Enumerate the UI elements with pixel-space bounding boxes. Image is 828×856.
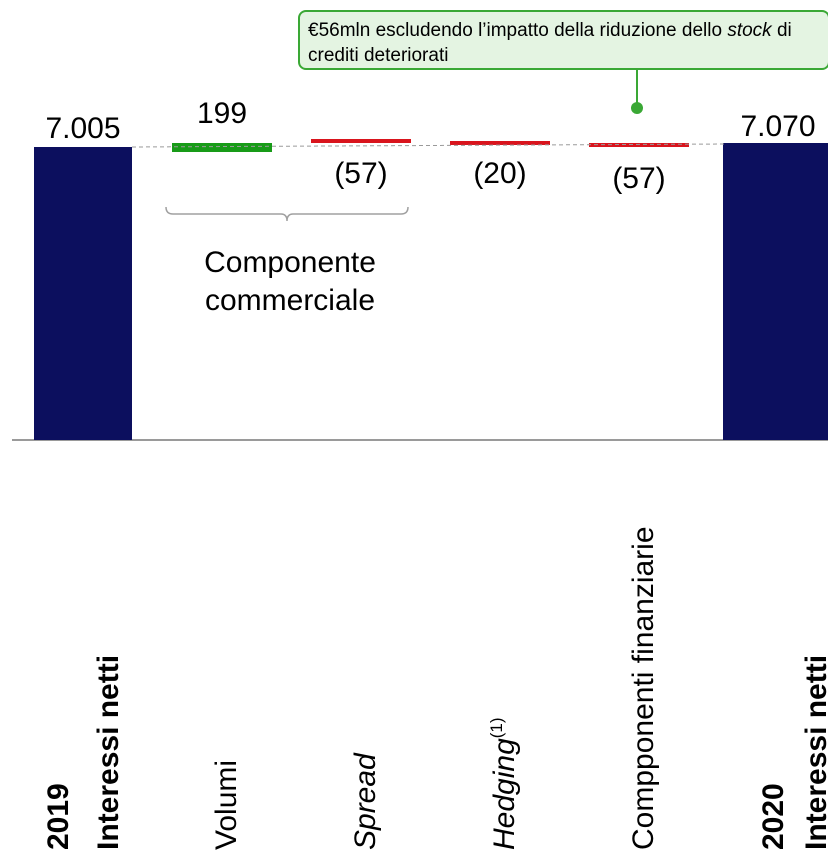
category-label-1: Volumi bbox=[210, 760, 243, 850]
group-label-line2: commerciale bbox=[204, 284, 376, 317]
callout-box: €56mln escludendo l’impatto della riduzi… bbox=[298, 10, 828, 70]
group-bracket bbox=[165, 206, 409, 222]
bar-delta-4 bbox=[589, 143, 689, 147]
category-label-2: Spread bbox=[349, 752, 382, 850]
group-label-line1: Componente bbox=[204, 246, 376, 279]
bar-delta-3 bbox=[450, 141, 550, 145]
category-sup-3: (1) bbox=[487, 717, 506, 738]
callout-text-1: €56mln escludendo l’impatto della riduzi… bbox=[308, 20, 728, 41]
category-label-3: Hedging(1) bbox=[487, 717, 521, 850]
category-label-5: Interessi netti bbox=[800, 655, 828, 850]
bar-delta-1 bbox=[172, 143, 272, 152]
data-label-1: 199 bbox=[197, 97, 247, 130]
data-label-2: (57) bbox=[334, 157, 387, 190]
bar-total-5 bbox=[723, 143, 828, 440]
data-label-0: 7.005 bbox=[45, 112, 120, 145]
category-label-0: Interessi netti bbox=[92, 655, 125, 850]
connector-line bbox=[131, 143, 727, 148]
callout-text-2: di crediti deteriorati bbox=[308, 20, 792, 66]
category-year-0: 2019 bbox=[42, 783, 75, 850]
category-year-5: 2020 bbox=[757, 783, 790, 850]
category-label-4: Compponenti finanziarie bbox=[627, 526, 660, 850]
callout-dot bbox=[631, 102, 643, 114]
bar-delta-2 bbox=[311, 139, 411, 143]
group-label: Componente commerciale bbox=[150, 244, 430, 320]
data-label-5: 7.070 bbox=[740, 110, 815, 143]
bar-total-0 bbox=[34, 147, 132, 440]
callout-text-italic: stock bbox=[727, 20, 772, 41]
data-label-3: (20) bbox=[473, 157, 526, 190]
data-label-4: (57) bbox=[612, 162, 665, 195]
